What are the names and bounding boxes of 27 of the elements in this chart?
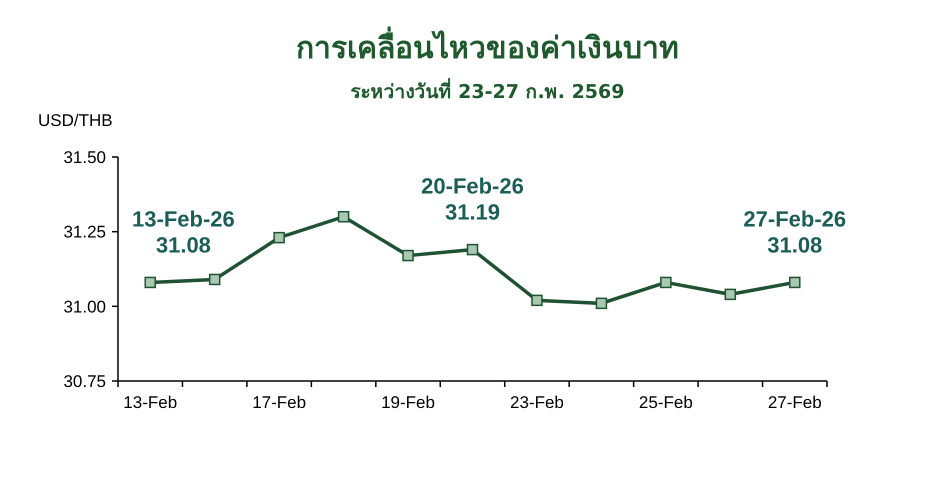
point <box>402 250 414 262</box>
point <box>466 244 478 256</box>
point <box>596 298 608 310</box>
x-tick-label: 23-Feb <box>510 393 564 412</box>
annotation: 27-Feb-26 31.08 <box>743 206 846 258</box>
x-tick-label: 17-Feb <box>252 393 306 412</box>
annotation: 20-Feb-26 31.19 <box>421 174 524 225</box>
point <box>724 288 736 300</box>
chart-title: การเคลื่อนไหวของค่าเงินบาท <box>296 26 679 66</box>
y-axis-title: USD/THB <box>38 111 113 130</box>
y-tick-label: 30.75 <box>63 372 106 391</box>
point <box>208 274 220 286</box>
point <box>273 232 285 244</box>
chart-subtitle: ระหว่างวันที่ 23-27 ก.พ. 2569 <box>350 78 624 103</box>
y-tick-label: 31.50 <box>63 148 106 167</box>
point <box>660 276 672 288</box>
y-tick-label: 31.25 <box>63 222 106 242</box>
point <box>338 210 350 222</box>
x-tick-label: 27-Feb <box>768 393 822 412</box>
y-tick-label: 31.00 <box>63 297 106 316</box>
point <box>144 276 156 288</box>
x-tick-label: 25-Feb <box>638 393 693 412</box>
point <box>789 276 801 288</box>
x-tick-label: 13-Feb <box>123 393 178 412</box>
point <box>531 294 543 306</box>
annotation: 13-Feb-26 31.08 <box>132 206 235 258</box>
x-tick-label: 19-Feb <box>381 393 435 412</box>
